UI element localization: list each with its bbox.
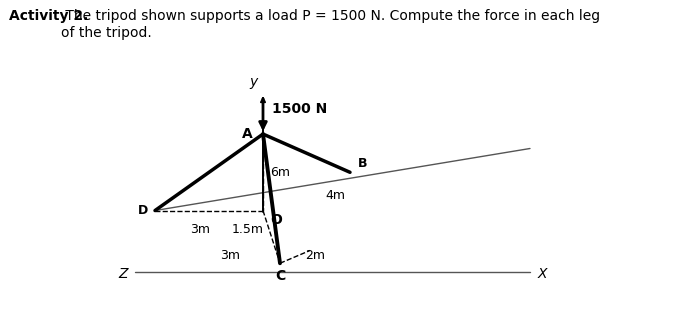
Text: 1.5m: 1.5m — [232, 223, 264, 236]
Text: B: B — [358, 157, 367, 170]
Text: 2m: 2m — [305, 249, 325, 262]
Text: 3m: 3m — [190, 223, 210, 236]
Text: Z: Z — [119, 267, 128, 281]
Text: A: A — [242, 127, 253, 141]
Text: 3m: 3m — [220, 249, 240, 262]
Text: y: y — [250, 75, 258, 89]
Text: C: C — [275, 269, 285, 283]
Text: 1500 N: 1500 N — [272, 102, 327, 116]
Text: O: O — [270, 213, 282, 227]
Text: X: X — [538, 267, 547, 281]
Text: D: D — [138, 204, 148, 217]
Text: 4m: 4m — [325, 189, 345, 202]
Text: Activity 2.: Activity 2. — [9, 9, 88, 23]
Text: The tripod shown supports a load P = 1500 N. Compute the force in each leg
of th: The tripod shown supports a load P = 150… — [61, 9, 600, 39]
Text: 6m: 6m — [270, 166, 290, 179]
